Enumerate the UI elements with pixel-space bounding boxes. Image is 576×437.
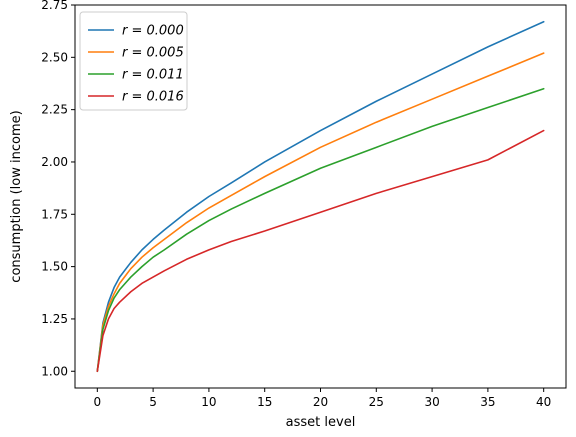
series-line-0 bbox=[96, 20, 545, 373]
y-tick-label: 2.25 bbox=[41, 103, 68, 117]
y-axis-label: consumption (low income) bbox=[9, 110, 24, 282]
x-tick-label: 0 bbox=[93, 395, 101, 409]
y-tick-label: 1.50 bbox=[41, 260, 68, 274]
series-layer bbox=[96, 20, 545, 373]
legend-label: r = 0.005 bbox=[122, 46, 184, 61]
x-tick-label: 10 bbox=[201, 395, 216, 409]
y-tick-label: 1.75 bbox=[41, 207, 68, 221]
series-line-3 bbox=[96, 129, 545, 373]
y-tick-label: 2.50 bbox=[41, 50, 68, 64]
series-line-2 bbox=[96, 87, 545, 373]
series-line-1 bbox=[96, 52, 545, 373]
y-tick-label: 2.75 bbox=[41, 0, 68, 12]
legend-label: r = 0.000 bbox=[122, 24, 184, 39]
x-tick-label: 35 bbox=[480, 395, 495, 409]
y-tick-label: 1.00 bbox=[41, 364, 68, 378]
legend: r = 0.000 r = 0.005 r = 0.011 r = 0.016 bbox=[79, 11, 188, 111]
legend-box bbox=[79, 11, 188, 111]
y-tick-label: 2.00 bbox=[41, 155, 68, 169]
legend-label: r = 0.011 bbox=[122, 68, 184, 83]
y-tick-label: 1.25 bbox=[41, 312, 68, 326]
x-axis-label: asset level bbox=[286, 415, 356, 430]
x-tick-label: 40 bbox=[536, 395, 551, 409]
x-axis: 0 5 10 15 20 25 30 35 40 bbox=[93, 388, 551, 409]
x-tick-label: 25 bbox=[369, 395, 384, 409]
x-tick-label: 15 bbox=[257, 395, 272, 409]
y-axis: 1.00 1.25 1.50 1.75 2.00 2.25 2.50 2.75 bbox=[41, 0, 75, 378]
legend-label: r = 0.016 bbox=[122, 90, 184, 105]
x-tick-label: 30 bbox=[424, 395, 439, 409]
x-tick-label: 5 bbox=[149, 395, 157, 409]
x-tick-label: 20 bbox=[313, 395, 328, 409]
